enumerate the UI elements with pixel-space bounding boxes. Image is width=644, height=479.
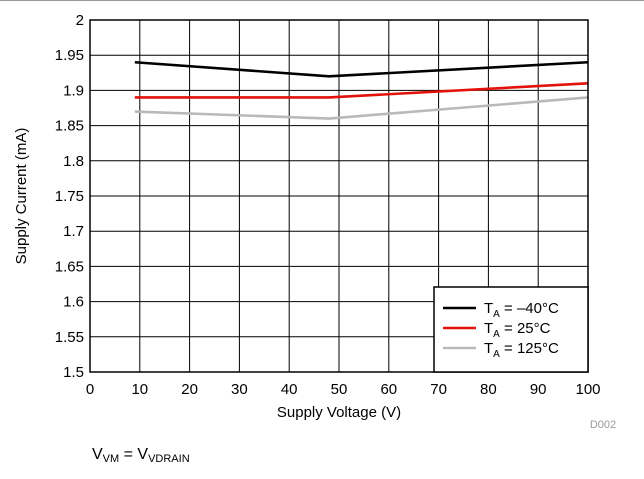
x-tick-label: 30 [231,381,248,398]
legend-entry-0: TA = –40°C [443,300,559,320]
x-tick-label: 10 [131,381,148,398]
figure-id: D002 [590,419,616,431]
condition-equals: = [119,446,138,463]
series-line-0 [134,60,589,78]
x-tick-label: 20 [181,381,198,398]
legend-label: TA = 25°C [484,320,551,340]
y-tick-label: 1.75 [55,188,84,205]
x-tick-label: 60 [380,381,397,398]
condition-lhs: VVM [92,446,120,465]
series-line-2 [134,96,589,120]
condition-note: VVM = VVDRAIN [92,446,190,465]
series-lines [134,60,589,120]
condition-lhs-main: V [92,446,103,463]
series-line-1 [134,82,589,99]
x-tick-label: 40 [281,381,298,398]
legend: TA = –40°CTA = 25°CTA = 125°C [433,286,589,373]
y-tick-label: 1.5 [63,364,84,381]
x-tick-label: 90 [530,381,547,398]
y-tick-label: 1.95 [55,47,84,64]
legend-label: TA = 125°C [484,340,559,360]
legend-box [433,286,589,373]
y-tick-label: 2 [76,12,84,29]
condition-rhs-sub: VDRAIN [148,453,190,465]
x-tick-label: 50 [331,381,348,398]
x-tick-label: 100 [575,381,600,398]
legend-entry-2: TA = 125°C [443,340,559,360]
supply-current-chart: 0 10 20 30 40 50 60 70 80 90 100 1.5 1.55 1.6 1.65 1.7… [13,12,616,431]
y-tick-label: 1.9 [63,82,84,99]
y-tick-label: 1.7 [63,223,84,240]
y-tick-label: 1.55 [55,329,84,346]
x-tick-label: 80 [480,381,497,398]
top-rule [0,0,644,1]
y-tick-label: 1.85 [55,118,84,135]
x-tick-label: 70 [430,381,447,398]
condition-rhs-main: V [137,446,149,463]
x-tick-labels: 0 10 20 30 40 50 60 70 80 90 100 [86,381,601,398]
y-tick-label: 1.6 [63,294,84,311]
y-axis-label: Supply Current (mA) [13,128,30,265]
x-tick-label: 0 [86,381,94,398]
legend-label: TA = –40°C [484,300,559,320]
y-tick-labels: 1.5 1.55 1.6 1.65 1.7 1.75 1.8 1.85 1.9 1.95 2 [55,12,84,381]
y-tick-label: 1.8 [63,153,84,170]
condition-rhs: VVDRAIN [137,446,190,465]
x-axis-label: Supply Voltage (V) [277,404,401,421]
condition-lhs-sub: VM [102,453,120,465]
plot-frame [89,19,589,373]
y-tick-label: 1.65 [55,258,84,275]
legend-entry-1: TA = 25°C [443,320,551,340]
